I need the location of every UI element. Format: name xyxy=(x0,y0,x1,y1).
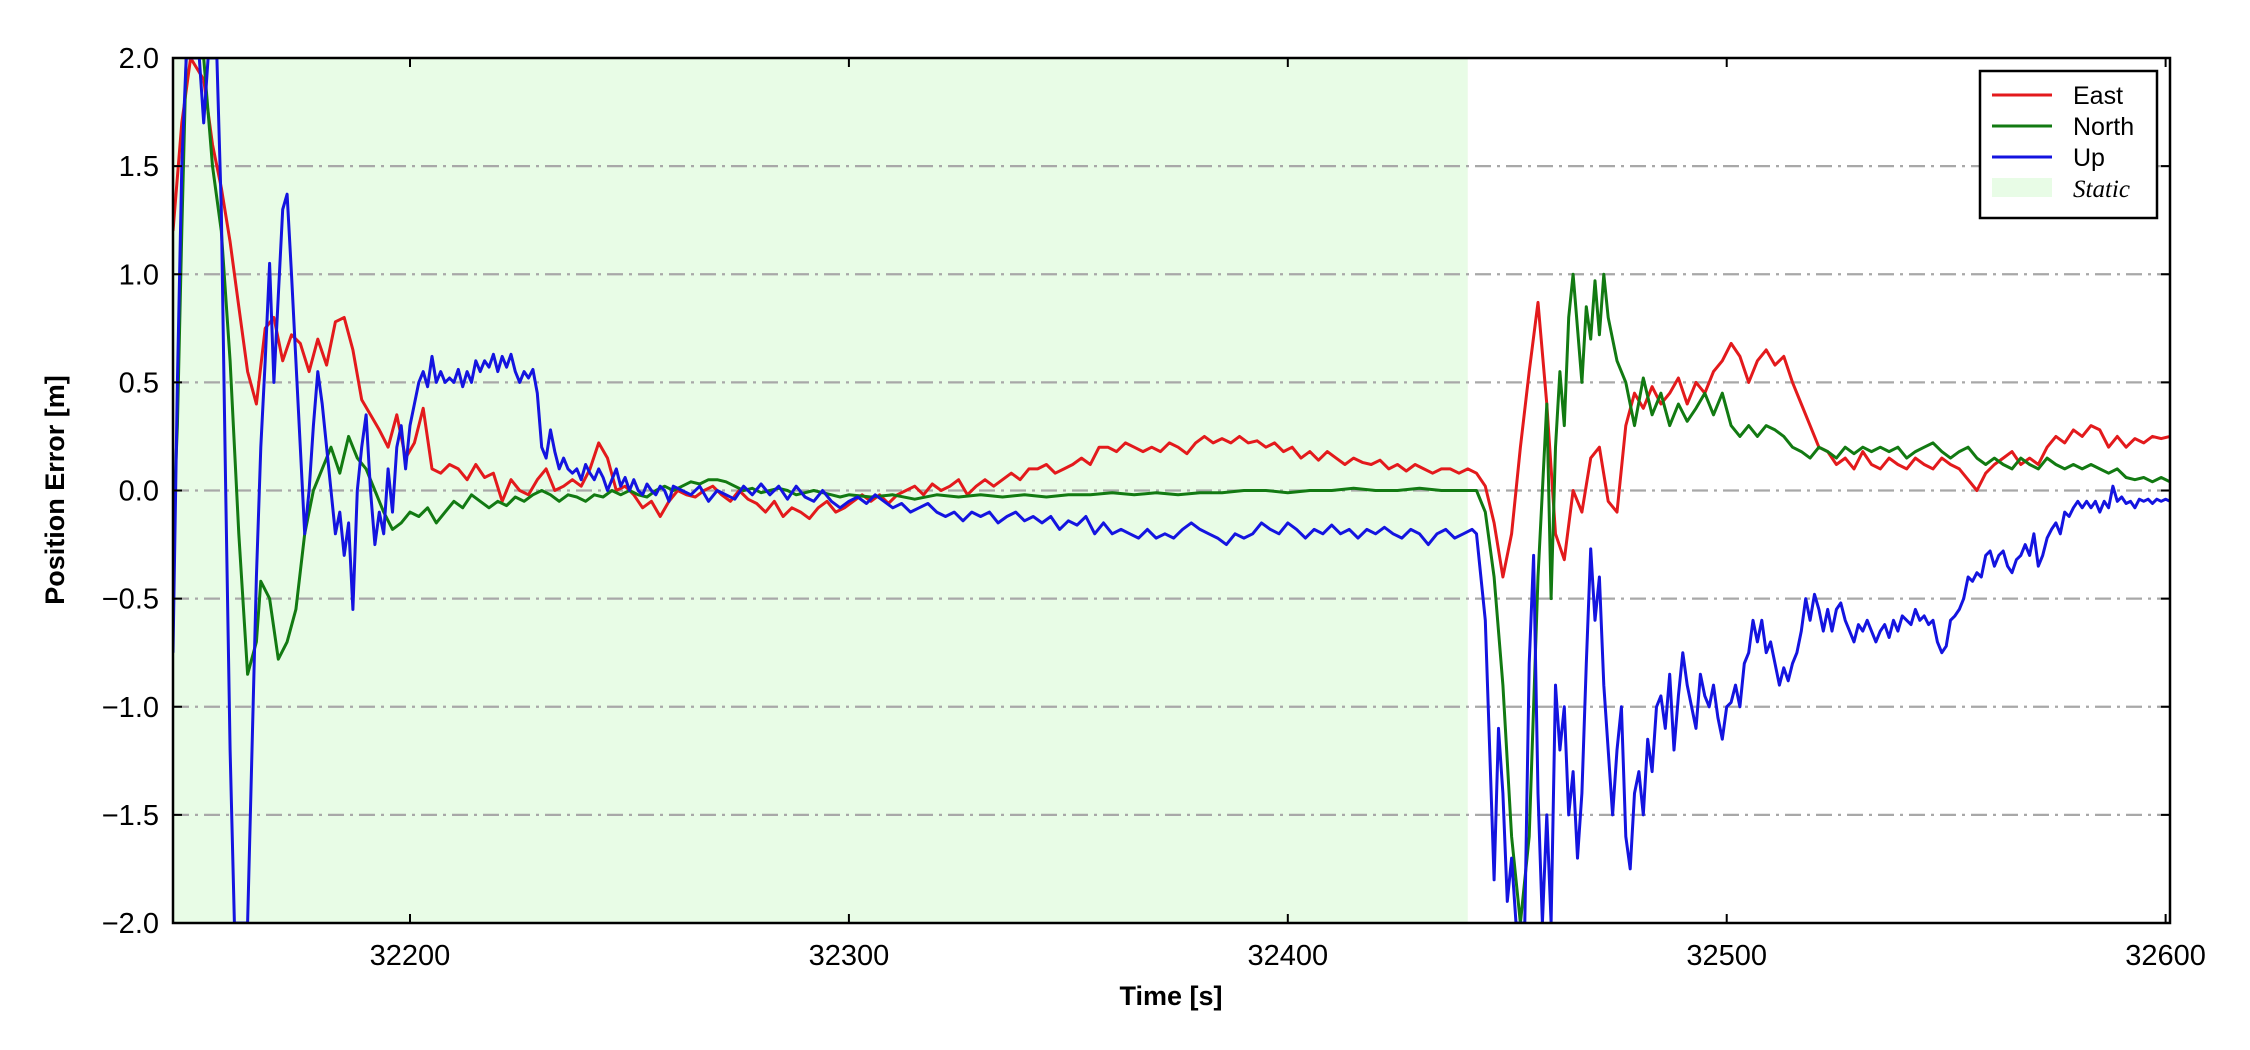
ticks-layer: −2.0 −1.5 −1.0 −0.5 0.0 0.5 1.0 1.5 2.0 32200 3230… xyxy=(102,43,2206,972)
y-tick-label: 1.5 xyxy=(119,151,159,183)
y-tick-label: 0.0 xyxy=(119,476,159,508)
y-tick-label: 1.0 xyxy=(119,259,159,291)
series-line-east xyxy=(173,58,2170,579)
y-tick-label: −2.0 xyxy=(102,908,159,940)
x-tick-label: 32200 xyxy=(370,940,451,972)
y-tick-label: −1.0 xyxy=(102,692,159,724)
y-tick-label: 2.0 xyxy=(119,43,159,75)
series-line-north xyxy=(173,58,2170,923)
series-layer xyxy=(173,58,2170,923)
series-line-up xyxy=(173,58,2170,923)
y-axis-label: Position Error [m] xyxy=(40,375,70,605)
y-tick-label: 0.5 xyxy=(119,367,159,399)
x-tick-label: 32600 xyxy=(2125,940,2206,972)
legend-label-up: Up xyxy=(2073,144,2105,172)
legend-label-static: Static xyxy=(2073,176,2130,203)
x-tick-label: 32500 xyxy=(1686,940,1767,972)
legend: East North Up Static xyxy=(1978,69,2159,220)
legend-swatch-static xyxy=(1992,178,2052,197)
y-tick-label: −1.5 xyxy=(102,800,159,832)
x-tick-label: 32400 xyxy=(1247,940,1328,972)
legend-label-east: East xyxy=(2073,82,2123,110)
x-axis-label: Time [s] xyxy=(1119,981,1222,1011)
x-tick-label: 32300 xyxy=(809,940,890,972)
legend-label-north: North xyxy=(2073,113,2134,141)
y-tick-label: −0.5 xyxy=(102,584,159,616)
